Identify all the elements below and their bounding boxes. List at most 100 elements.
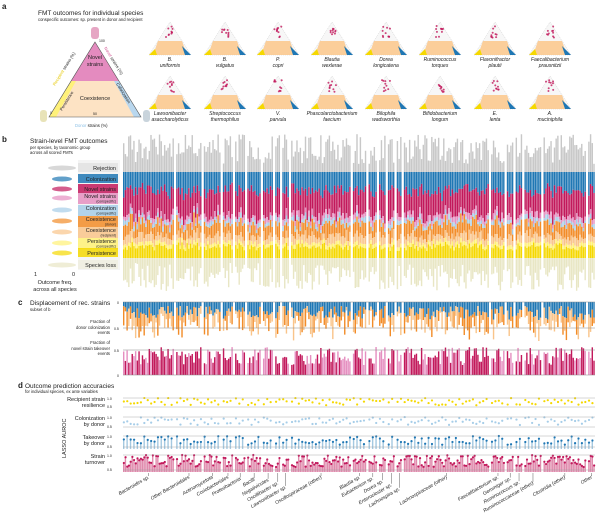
auroc-point (301, 440, 304, 443)
novel-strains-segment (405, 186, 407, 218)
novel-strain-point (552, 25, 555, 28)
group-displacement-18 (515, 302, 523, 375)
rejection-bar (236, 161, 239, 172)
novel-strain-point (331, 29, 334, 32)
species-loss-bar (208, 258, 211, 277)
rejection-bar (567, 149, 569, 172)
coexistence-cloud (261, 95, 295, 109)
coexistence-recipient-segment (501, 240, 503, 245)
novel-strains-segment (363, 192, 365, 214)
persistence-segment (337, 244, 339, 258)
auroc-bar (337, 461, 339, 472)
novel-strains-conspecific-segment (558, 216, 561, 220)
displacement-bar (126, 311, 128, 331)
rejection-bar (344, 146, 346, 172)
persistence-segment (193, 244, 195, 258)
auroc-bar (400, 441, 402, 449)
colonization-conspecific-segment (186, 221, 188, 225)
auroc-point (532, 460, 535, 463)
coexistence-recipient-segment (250, 235, 253, 242)
species-loss-bar (301, 258, 303, 289)
auroc-point (285, 438, 288, 441)
persistence-segment (352, 247, 355, 258)
colonization-conspecific-segment (496, 211, 498, 216)
auroc-point (494, 439, 497, 442)
species-loss-bar (275, 258, 277, 288)
colonization-segment (545, 172, 547, 189)
colonization-conspecific-segment (536, 217, 538, 222)
colonization-segment (338, 172, 341, 189)
novel-takeover-bar (577, 358, 580, 375)
auroc-point (591, 455, 594, 458)
auroc-point (524, 416, 527, 420)
colonization-conspecific-segment (257, 222, 259, 229)
colonization-conspecific-segment (152, 224, 154, 229)
auroc-point (139, 401, 143, 404)
novel-strains-conspecific-segment (303, 215, 305, 219)
coexistence-cloud (208, 95, 242, 109)
auroc-point (556, 400, 560, 404)
species-loss-bar (333, 258, 336, 269)
novel-strains-conspecific-segment (146, 212, 149, 217)
rejection-bar (431, 136, 433, 172)
displacement-bar (266, 311, 268, 319)
auroc-point (213, 440, 216, 443)
species-loss-bar (330, 258, 332, 274)
displacement-bar (215, 308, 218, 315)
auroc-point (328, 460, 331, 464)
donor-colonization-bar (231, 302, 233, 307)
auroc-point (531, 421, 534, 425)
rejection-bar (349, 145, 351, 172)
colonization-conspecific-segment (524, 214, 526, 220)
auroc-point (227, 460, 230, 464)
legend-swatch (78, 193, 118, 204)
auroc-point (226, 465, 229, 468)
c-top-label-3: events (98, 330, 110, 335)
species-loss-bar (448, 258, 450, 288)
donor-colonization-bar (352, 302, 355, 320)
species-loss-bar (207, 258, 209, 287)
persistence-conspecific-segment (138, 242, 140, 246)
auroc-point (318, 441, 321, 444)
persistence-conspecific-segment (169, 244, 171, 249)
coexistence-recipient-segment (145, 234, 147, 242)
coexistence-donor-segment (482, 227, 484, 239)
displacement-bar (235, 310, 237, 314)
rejection-bar (240, 139, 242, 172)
novel-strain-point (275, 30, 278, 33)
displacement-bar (582, 319, 585, 328)
novel-strains-conspecific-segment (321, 215, 324, 222)
persistence-segment (466, 248, 469, 258)
novel-strains-conspecific-segment (241, 217, 244, 223)
auroc-point (311, 401, 314, 404)
rejection-bar (177, 143, 180, 172)
displacement-bar (431, 315, 433, 338)
novel-strains-conspecific-segment (446, 213, 448, 220)
coexistence-recipient-segment (465, 232, 467, 243)
displacement-bar (534, 316, 537, 338)
coexistence-donor-segment (364, 222, 367, 236)
novel-strain-point (327, 81, 330, 84)
auroc-point (229, 399, 232, 402)
colonization-segment (247, 172, 249, 189)
species-loss-bar (268, 258, 270, 287)
persistence-segment (194, 245, 197, 258)
species-loss-bar (226, 258, 228, 271)
novel-strains-conspecific-segment (575, 213, 578, 220)
novel-strains-conspecific-segment (414, 221, 416, 228)
novel-takeover-bar (529, 348, 531, 375)
species-loss-bar (499, 258, 502, 291)
species-loss-bar (247, 258, 249, 268)
novel-strains-segment (177, 187, 180, 213)
persistence-conspecific-segment (567, 244, 569, 249)
auroc-point (531, 402, 534, 405)
persistence-conspecific-segment (380, 245, 383, 250)
persistence-conspecific-segment (527, 242, 530, 247)
auroc-point (161, 462, 165, 465)
auroc-point (193, 419, 196, 422)
coexistence-recipient-segment (345, 229, 348, 242)
novel-strains-segment (153, 193, 156, 220)
rejection-bar (470, 143, 472, 172)
persistence-conspecific-segment (470, 242, 472, 248)
novel-strains-conspecific-segment (422, 223, 425, 227)
